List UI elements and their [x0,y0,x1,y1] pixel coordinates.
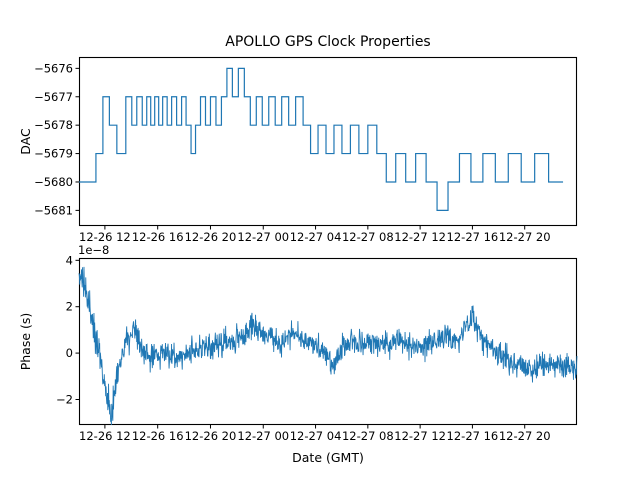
dac-step-plot-spines [78,56,578,227]
dac-step-plot-xtick-label-8: 12-27 20 [499,230,551,244]
dac-step-plot-ytick-label-5: −5681 [34,203,73,217]
phase-noise-plot-xtick-label-8: 12-27 20 [499,429,551,443]
dac-step-plot-xtick-label-5: 12-27 08 [342,230,394,244]
dac-step-plot-ytick-label-0: −5676 [34,61,73,75]
dac-step-plot-xtick-label-6: 12-27 12 [394,230,446,244]
phase-noise-plot-xtick-label-0: 12-26 12 [79,429,131,443]
phase-noise-plot-xtick-label-4: 12-27 04 [290,429,342,443]
dac-step-plot-xtick-label-3: 12-27 00 [237,230,289,244]
phase-noise-plot-yaxis-offset: 1e−8 [78,243,109,257]
figure-title: APOLLO GPS Clock Properties [225,34,430,50]
dac-step-plot-ytick-label-3: −5679 [34,147,73,161]
dac-step-plot-data-line [79,67,564,211]
phase-noise-plot-ylabel: Phase (s) [18,313,33,371]
dac-step-plot-xtick-label-0: 12-26 12 [79,230,131,244]
phase-noise-plot-xtick-label-3: 12-27 00 [237,429,289,443]
phase-noise-plot-xtick-label-1: 12-26 16 [132,429,184,443]
dac-step-plot-ytick-label-4: −5680 [34,175,73,189]
phase-noise-plot-xtick-label-2: 12-26 20 [185,429,237,443]
dac-step-plot-xtick-label-1: 12-26 16 [132,230,184,244]
phase-noise-plot-xtick-label-6: 12-27 12 [394,429,446,443]
dac-step-plot-xtick-label-7: 12-27 16 [447,230,499,244]
phase-noise-plot-spines [78,257,578,426]
dac-step-plot-ytick-label-2: −5678 [34,118,73,132]
phase-noise-plot-xtick-label-5: 12-27 08 [342,429,394,443]
dac-step-plot-ytick-label-1: −5677 [34,90,73,104]
phase-noise-plot-xlabel: Date (GMT) [292,450,364,465]
phase-noise-plot-ytick-label-0: 4 [66,253,73,267]
dac-step-plot-xtick-label-2: 12-26 20 [185,230,237,244]
phase-noise-plot-background [79,258,577,425]
phase-noise-plot-xtick-label-7: 12-27 16 [447,429,499,443]
dac-step-plot-background [79,57,577,226]
phase-noise-plot-ytick-label-2: 0 [66,346,73,360]
phase-noise-plot-ytick-label-3: −2 [56,392,73,406]
phase-noise-plot-ytick-label-1: 2 [66,300,73,314]
dac-step-plot-xtick-label-4: 12-27 04 [290,230,342,244]
phase-noise-plot: 420−212-26 12 12-26 16 12-26 20 12-27 00 12-… [18,243,578,465]
dac-step-plot-ylabel: DAC [18,128,33,155]
phase-noise-plot-data-line [78,266,578,426]
